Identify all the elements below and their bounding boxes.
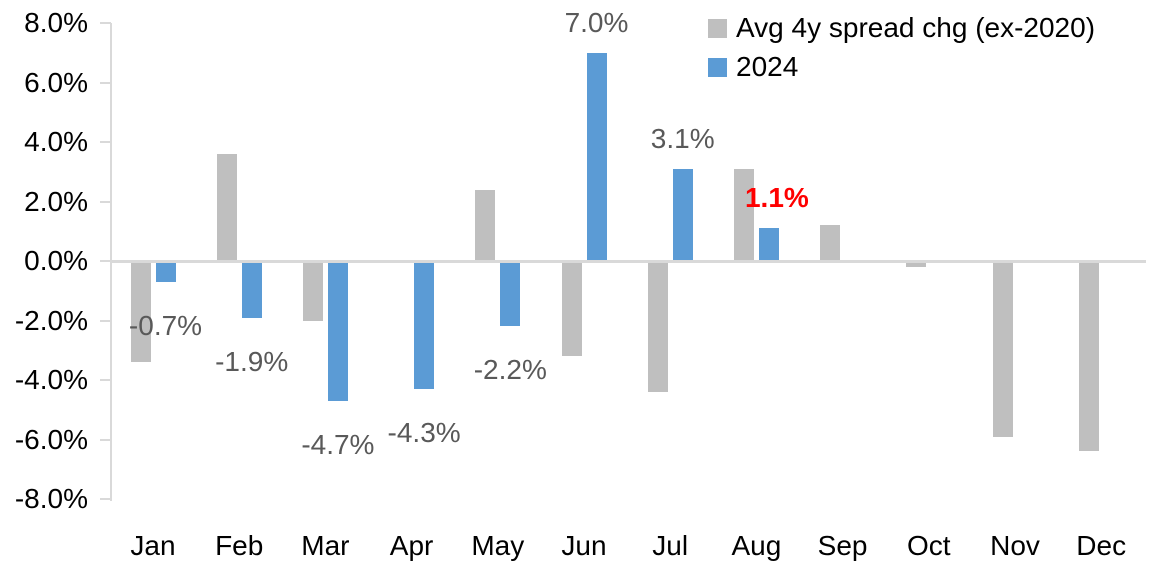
bar-2024-jan: [155, 261, 176, 282]
data-label-jul: 3.1%: [650, 122, 715, 154]
y-axis-label-2.0%: 2.0%: [24, 185, 88, 217]
bar-avg4y-aug: [733, 168, 754, 261]
x-axis-label-jan: Jan: [130, 530, 176, 561]
legend-label: 2024: [736, 51, 799, 82]
bar-avg4y-sep: [820, 225, 841, 261]
y-axis-label-6.0%: 6.0%: [24, 66, 88, 98]
y-axis-tick: [100, 22, 111, 24]
bar-2024-jun: [586, 52, 607, 261]
x-axis-label-jun: Jun: [561, 530, 607, 561]
x-axis-label-jul: Jul: [652, 530, 689, 561]
legend-swatch-icon: [708, 18, 727, 38]
y-axis-tick: [100, 498, 111, 500]
data-label-feb: -1.9%: [215, 345, 289, 377]
bar-avg4y-may: [475, 189, 496, 261]
bar-2024-mar: [327, 261, 348, 401]
legend-swatch-icon: [708, 57, 727, 77]
x-axis-label-mar: Mar: [301, 530, 350, 561]
y-axis-tick: [100, 379, 111, 381]
data-label-aug: 1.1%: [744, 182, 809, 214]
data-label-may: -2.2%: [473, 354, 547, 386]
y-axis-tick: [100, 319, 111, 322]
legend-item-2024: 2024: [708, 50, 1095, 84]
x-axis-label-apr: Apr: [389, 530, 434, 561]
bar-2024-apr: [414, 261, 435, 389]
data-label-jan: -0.7%: [128, 309, 203, 341]
bar-avg4y-dec: [1078, 261, 1099, 452]
bar-avg4y-jul: [647, 261, 668, 392]
y-axis-tick: [100, 200, 111, 203]
bar-avg4y-oct: [906, 261, 927, 267]
bar-2024-jul: [672, 168, 693, 261]
legend-item-avg4y: Avg 4y spread chg (ex-2020): [708, 11, 1095, 45]
zero-line: [111, 260, 1146, 263]
y-axis-label--4.0%: -4.0%: [14, 364, 88, 395]
data-label-jun: 7.0%: [564, 6, 629, 38]
x-axis-label-oct: Oct: [907, 530, 951, 561]
bar-2024-feb: [241, 261, 262, 318]
bar-avg4y-mar: [302, 261, 323, 321]
y-axis-tick: [100, 260, 111, 262]
bar-2024-aug: [758, 228, 779, 261]
x-axis-label-nov: Nov: [990, 530, 1040, 561]
y-axis-label-4.0%: 4.0%: [24, 126, 88, 157]
y-axis-tick: [100, 438, 111, 441]
data-label-mar: -4.7%: [301, 428, 375, 460]
bar-2024-may: [500, 261, 521, 327]
y-axis-label--8.0%: -8.0%: [14, 483, 88, 514]
x-axis-label-sep: Sep: [817, 530, 868, 561]
bar-avg4y-feb: [216, 153, 237, 261]
bar-avg4y-nov: [992, 261, 1013, 437]
x-axis-label-may: May: [471, 530, 525, 561]
y-axis-tick: [100, 141, 111, 143]
data-label-apr: -4.3%: [387, 416, 461, 448]
y-axis-label--2.0%: -2.0%: [14, 304, 88, 336]
x-axis-label-dec: Dec: [1076, 530, 1127, 561]
legend-label: Avg 4y spread chg (ex-2020): [736, 12, 1096, 43]
x-axis-label-aug: Aug: [731, 530, 782, 561]
y-axis-label-8.0%: 8.0%: [24, 7, 88, 38]
x-axis-label-feb: Feb: [215, 530, 264, 561]
y-axis-label-0.0%: 0.0%: [24, 245, 88, 276]
bar-avg4y-jan: [130, 261, 151, 363]
legend: Avg 4y spread chg (ex-2020) 2024: [708, 11, 1095, 89]
y-axis-tick: [100, 81, 111, 84]
y-axis-label--6.0%: -6.0%: [14, 423, 88, 455]
bar-avg4y-jun: [561, 261, 582, 357]
